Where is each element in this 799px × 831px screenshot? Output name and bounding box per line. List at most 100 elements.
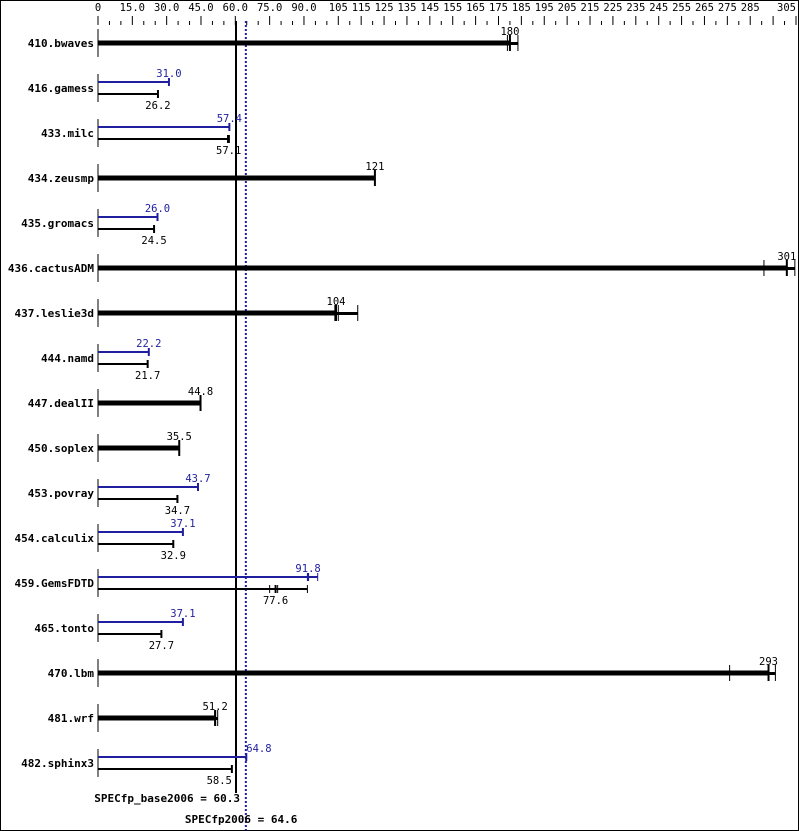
peak-value-label: 43.7 xyxy=(185,473,210,485)
axis-tick-label: 225 xyxy=(603,2,622,14)
axis-tick-label: 90.0 xyxy=(291,2,316,14)
axis-tick-label: 15.0 xyxy=(120,2,145,14)
axis-tick-label: 125 xyxy=(375,2,394,14)
base-value-label: 21.7 xyxy=(135,370,160,382)
axis-tick-label: 105 xyxy=(329,2,348,14)
peak-bar xyxy=(98,576,318,578)
base-bar xyxy=(98,498,178,500)
base-bar xyxy=(98,445,180,451)
base-bar xyxy=(98,715,216,721)
peak-value-label: 64.8 xyxy=(246,743,271,755)
base-bar xyxy=(98,543,174,545)
peak-value-label: 22.2 xyxy=(136,338,161,350)
axis-tick-label: 135 xyxy=(397,2,416,14)
base-bar xyxy=(98,310,337,316)
base-value-label: 24.5 xyxy=(141,235,166,247)
base-value-label: 301 xyxy=(777,251,796,263)
benchmark-label: 447.dealII xyxy=(28,397,94,410)
benchmark-label: 416.gamess xyxy=(28,82,94,95)
peak-bar xyxy=(98,126,230,128)
axis-tick-label: 175 xyxy=(489,2,508,14)
axis-tick-label: 115 xyxy=(352,2,371,14)
benchmark-label: 434.zeusmp xyxy=(28,172,95,185)
axis-tick-label: 265 xyxy=(695,2,714,14)
peak-value-label: 26.0 xyxy=(145,203,170,215)
benchmark-label: 437.leslie3d xyxy=(15,307,94,320)
base-bar xyxy=(98,400,201,406)
benchmark-label: 481.wrf xyxy=(48,712,94,725)
benchmark-label: 482.sphinx3 xyxy=(21,757,94,770)
base-bar xyxy=(98,40,510,46)
axis-tick-label: 185 xyxy=(512,2,531,14)
axis-tick-label: 195 xyxy=(535,2,554,14)
axis-tick-label: 285 xyxy=(741,2,760,14)
base-bar xyxy=(98,363,148,365)
peak-summary-label: SPECfp2006 = 64.6 xyxy=(185,813,298,826)
axis-tick-label: 45.0 xyxy=(188,2,213,14)
base-value-label: 293 xyxy=(759,656,778,668)
axis-tick-label: 165 xyxy=(466,2,485,14)
base-value-label: 121 xyxy=(365,161,384,173)
axis-tick-label: 245 xyxy=(649,2,668,14)
axis-tick-label: 305 xyxy=(777,2,796,14)
base-bar xyxy=(98,633,162,635)
base-value-label: 27.7 xyxy=(149,640,174,652)
base-bar xyxy=(98,588,308,590)
peak-value-label: 91.8 xyxy=(295,563,320,575)
peak-bar xyxy=(98,756,247,758)
benchmark-label: 410.bwaves xyxy=(28,37,94,50)
base-value-label: 104 xyxy=(327,296,346,308)
base-value-label: 34.7 xyxy=(165,505,190,517)
base-bar xyxy=(98,670,769,676)
base-value-label: 77.6 xyxy=(263,595,288,607)
benchmark-label: 435.gromacs xyxy=(21,217,94,230)
peak-value-label: 37.1 xyxy=(170,518,195,530)
axis-tick-label: 0 xyxy=(95,2,101,14)
axis-tick-label: 145 xyxy=(420,2,439,14)
base-value-label: 32.9 xyxy=(161,550,186,562)
base-bar xyxy=(98,175,375,181)
base-value-label: 51.2 xyxy=(203,701,228,713)
axis-tick-label: 155 xyxy=(443,2,462,14)
base-bar xyxy=(98,768,232,770)
peak-value-label: 57.4 xyxy=(217,113,242,125)
peak-value-label: 37.1 xyxy=(170,608,195,620)
peak-value-label: 31.0 xyxy=(156,68,181,80)
base-bar-ext xyxy=(768,672,776,675)
base-bar xyxy=(98,265,787,271)
base-bar xyxy=(98,93,158,95)
benchmark-label: 465.tonto xyxy=(34,622,94,635)
benchmark-label: 433.milc xyxy=(41,127,94,140)
axis-tick-label: 205 xyxy=(558,2,577,14)
base-bar-ext xyxy=(509,42,518,45)
base-bar xyxy=(98,138,230,140)
base-value-label: 180 xyxy=(500,26,519,38)
base-value-label: 26.2 xyxy=(145,100,170,112)
benchmark-label: 453.povray xyxy=(28,487,95,500)
peak-bar xyxy=(98,486,199,488)
axis-tick-label: 275 xyxy=(718,2,737,14)
benchmark-label: 454.calculix xyxy=(15,532,95,545)
axis-tick-label: 75.0 xyxy=(257,2,282,14)
base-value-label: 44.8 xyxy=(188,386,213,398)
base-bar xyxy=(98,228,155,230)
peak-bar xyxy=(98,621,183,623)
benchmark-label: 459.GemsFDTD xyxy=(15,577,95,590)
axis-tick-label: 60.0 xyxy=(223,2,248,14)
base-value-label: 58.5 xyxy=(207,775,232,787)
base-summary-label: SPECfp_base2006 = 60.3 xyxy=(94,792,240,805)
axis-tick-label: 235 xyxy=(626,2,645,14)
base-bar-ext xyxy=(336,312,358,315)
base-bar-ext xyxy=(215,717,218,720)
axis-tick-label: 215 xyxy=(581,2,600,14)
base-value-label: 35.5 xyxy=(167,431,192,443)
base-bar-ext xyxy=(786,267,795,270)
benchmark-label: 470.lbm xyxy=(48,667,95,680)
benchmark-label: 436.cactusADM xyxy=(8,262,94,275)
axis-tick-label: 30.0 xyxy=(154,2,179,14)
peak-bar xyxy=(98,351,149,353)
peak-bar xyxy=(98,531,183,533)
axis-tick-label: 255 xyxy=(672,2,691,14)
peak-bar xyxy=(98,81,169,83)
